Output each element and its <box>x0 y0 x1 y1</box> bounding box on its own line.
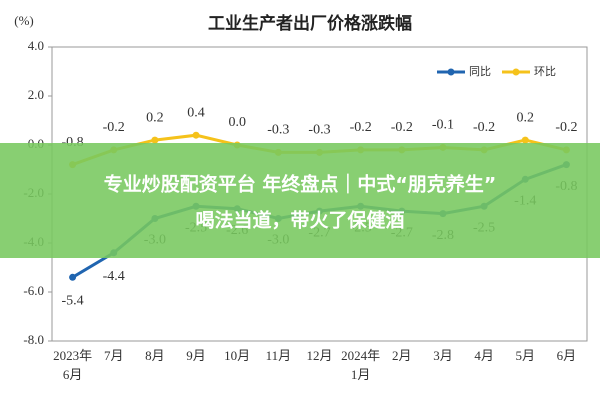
legend-marker <box>447 68 455 76</box>
legend-label: 环比 <box>534 65 556 78</box>
value-label: -4.4 <box>103 269 125 284</box>
value-label: 0.2 <box>146 110 164 125</box>
x-tick-label: 2023年 6月 <box>53 348 92 382</box>
y-tick-label: -6.0 <box>23 283 44 298</box>
value-label: -0.3 <box>267 123 289 138</box>
legend-label: 同比 <box>469 65 491 78</box>
legend-marker <box>512 68 520 76</box>
value-label: 0.4 <box>187 105 205 120</box>
value-label: -0.2 <box>473 120 495 135</box>
point <box>151 136 159 144</box>
x-tick-label: 7月 <box>104 348 124 363</box>
value-label: -0.1 <box>432 118 454 133</box>
banner-bg <box>0 143 600 258</box>
x-tick-label: 3月 <box>433 348 453 363</box>
y-tick-label: 2.0 <box>28 87 44 102</box>
value-label: -0.2 <box>350 120 372 135</box>
x-tick-label: 9月 <box>186 348 206 363</box>
y-unit: (%) <box>14 13 34 28</box>
x-tick-label: 8月 <box>145 348 165 363</box>
y-tick-label: -8.0 <box>23 332 44 347</box>
value-label: 0.0 <box>228 115 246 130</box>
x-tick-label: 4月 <box>474 348 494 363</box>
value-label: 0.2 <box>517 110 535 125</box>
point <box>192 131 200 139</box>
point <box>521 136 529 144</box>
banner-text: 喝法当道，带火了保健酒 <box>195 209 404 232</box>
value-label: -0.2 <box>103 120 125 135</box>
chart-title: 工业生产者出厂价格涨跌幅 <box>208 13 412 34</box>
point <box>69 273 77 281</box>
x-tick-label: 12月 <box>306 348 332 363</box>
y-tick-label: 4.0 <box>28 38 44 53</box>
value-label: -0.3 <box>308 123 330 138</box>
x-tick-label: 10月 <box>224 348 250 363</box>
value-label: -0.2 <box>391 120 413 135</box>
x-tick-label: 5月 <box>516 348 536 363</box>
value-label: -0.2 <box>555 120 577 135</box>
x-tick-label: 11月 <box>266 348 292 363</box>
banner-text: 专业炒股配资平台 年终盘点｜中式“朋克养生” <box>104 173 497 196</box>
banner: 专业炒股配资平台 年终盘点｜中式“朋克养生” 喝法当道，带火了保健酒 <box>0 143 600 258</box>
x-tick-label: 2024年 1月 <box>341 348 380 382</box>
x-tick-label: 6月 <box>557 348 577 363</box>
x-tick-label: 2月 <box>392 348 412 363</box>
value-label: -5.4 <box>61 294 83 309</box>
